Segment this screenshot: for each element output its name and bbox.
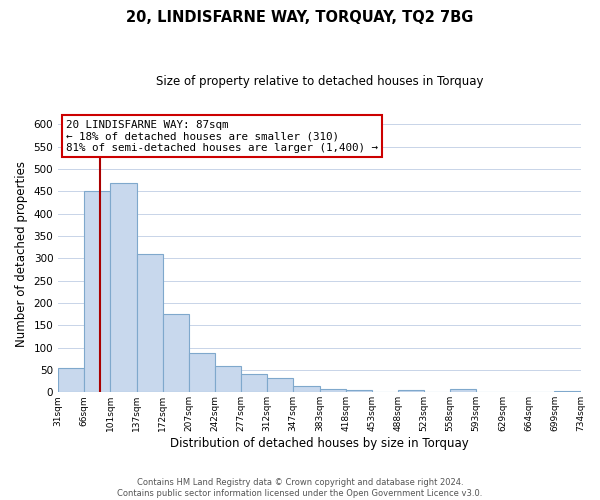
Bar (346, 390, 372, 392)
Title: Size of property relative to detached houses in Torquay: Size of property relative to detached ho… (155, 75, 483, 88)
Bar (58, 368, 84, 392)
Bar (320, 388, 346, 392)
Bar (398, 390, 424, 392)
Bar (137, 254, 163, 392)
Text: 20, LINDISFARNE WAY, TORQUAY, TQ2 7BG: 20, LINDISFARNE WAY, TORQUAY, TQ2 7BG (127, 10, 473, 25)
Bar (267, 378, 293, 392)
Bar (84, 192, 110, 392)
Bar (163, 314, 189, 392)
Text: Contains HM Land Registry data © Crown copyright and database right 2024.
Contai: Contains HM Land Registry data © Crown c… (118, 478, 482, 498)
Bar (189, 353, 215, 393)
Bar (450, 388, 476, 392)
Bar (215, 366, 241, 392)
Text: 20 LINDISFARNE WAY: 87sqm
← 18% of detached houses are smaller (310)
81% of semi: 20 LINDISFARNE WAY: 87sqm ← 18% of detac… (66, 120, 378, 153)
Bar (110, 182, 137, 392)
Bar (293, 386, 320, 392)
Bar (241, 374, 267, 392)
Bar (554, 391, 581, 392)
X-axis label: Distribution of detached houses by size in Torquay: Distribution of detached houses by size … (170, 437, 469, 450)
Y-axis label: Number of detached properties: Number of detached properties (15, 161, 28, 347)
